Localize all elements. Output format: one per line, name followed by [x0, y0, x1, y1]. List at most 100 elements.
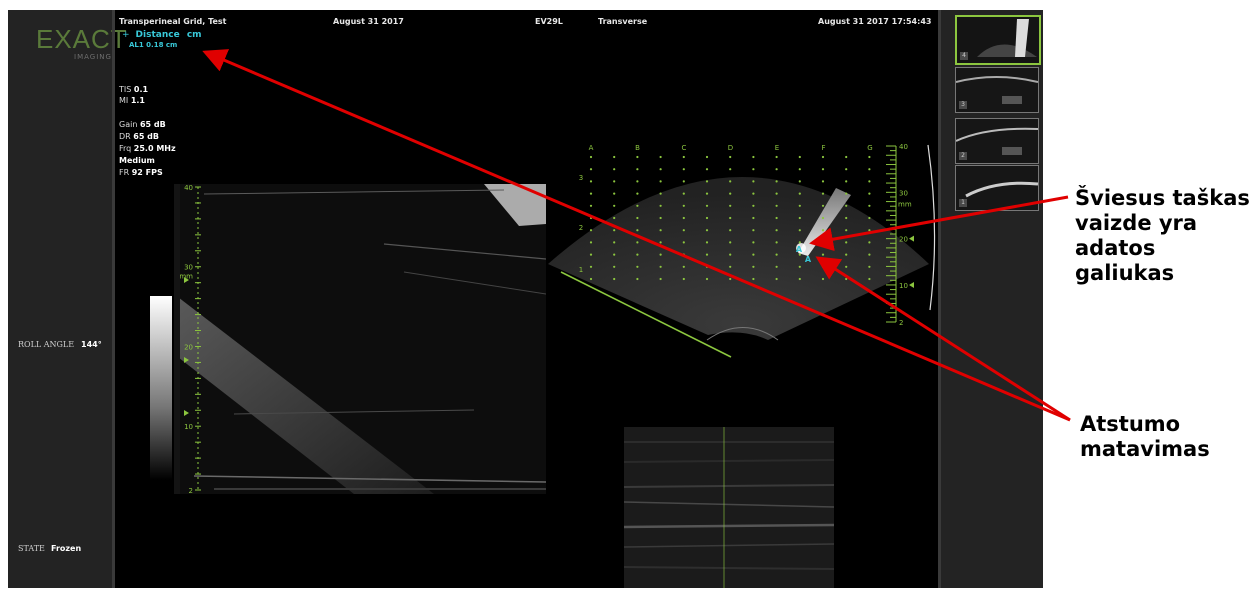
grid-dot: [821, 192, 825, 195]
dr-readout: DR 65 dB: [119, 132, 159, 141]
grid-row-label: 2: [579, 224, 583, 232]
grid-dot: [868, 265, 871, 268]
measure-title-text: Distance: [135, 30, 180, 40]
grid-dot: [798, 180, 801, 183]
plane-name: Transverse: [598, 17, 648, 26]
sector-scale-label: 2: [899, 319, 903, 327]
grid-dot: [589, 155, 593, 159]
grid-dot: [752, 155, 755, 159]
grid-dot: [659, 216, 662, 220]
thumbnail-4-image: [957, 17, 1039, 63]
grid-dot: [705, 229, 709, 232]
grid-dot: [752, 241, 755, 244]
grid-dot: [589, 216, 593, 220]
tis-readout: TIS 0.1: [119, 85, 148, 94]
grid-dot: [589, 229, 593, 232]
grid-dot: [729, 180, 732, 183]
grid-dot: [821, 253, 825, 256]
sector-focus-marker: [909, 281, 914, 288]
thumbnail-3[interactable]: 3: [955, 67, 1039, 113]
grid-column-label: F: [821, 144, 825, 152]
grid-dot: [636, 155, 639, 159]
thumbnail-2-number: 2: [959, 152, 967, 160]
fr-label: FR: [119, 168, 130, 177]
grid-dot: [682, 204, 685, 207]
grid-dot: [705, 180, 709, 183]
needle-tip-callout: Šviesus taškas vaizde yra adatos galiuka…: [1075, 186, 1250, 286]
grid-dot: [752, 253, 755, 256]
callout-line: matavimas: [1080, 437, 1210, 461]
grayscale-bar: [150, 296, 172, 480]
tis-value: 0.1: [133, 85, 149, 94]
grid-dot: [705, 241, 709, 244]
thumbnail-3-image: [956, 68, 1038, 112]
grid-dot: [636, 180, 639, 183]
thumbnail-2[interactable]: 2: [955, 118, 1039, 164]
grid-dot: [729, 204, 732, 207]
mi-readout: MI 1.1: [119, 96, 145, 105]
thumbnail-panel: 4 3 2 1: [941, 10, 1043, 588]
grid-dot: [659, 180, 662, 183]
grid-dot: [659, 229, 662, 232]
grid-dot: [636, 253, 639, 256]
sector-right-curve: [927, 144, 936, 311]
grid-dot: [752, 192, 755, 195]
distance-measurement-value: AL1 0.18 cm: [129, 41, 178, 49]
scale-label: 40: [184, 184, 193, 192]
grid-dot: [868, 277, 871, 281]
scale-label: 30: [184, 264, 193, 272]
distance-measurement-title[interactable]: + Distance cm: [122, 30, 202, 40]
grid-dot: [868, 180, 871, 183]
grid-dot: [613, 180, 616, 183]
thumbnail-4-number: 4: [960, 52, 968, 60]
thumbnail-2-image: [956, 119, 1038, 163]
scale-label: 2: [189, 487, 193, 495]
grid-dot: [775, 192, 778, 195]
grid-dot: [636, 265, 639, 268]
grid-dot: [589, 253, 593, 256]
grid-dot: [705, 204, 709, 207]
grid-dot: [845, 277, 848, 281]
roll-angle-value: 144°: [81, 340, 102, 349]
grid-dot: [659, 241, 662, 244]
fr-value: 92 FPS: [131, 168, 163, 177]
roll-angle-label: ROLL ANGLE: [18, 340, 75, 349]
frq-value: 25.0 MHz: [133, 144, 176, 153]
grid-dot: [868, 155, 871, 159]
longitudinal-depth-scale: 40 30 20 10 2 mm: [179, 184, 201, 495]
thumbnail-4[interactable]: 4: [955, 15, 1041, 65]
grid-dot: [798, 277, 801, 281]
frq-label: Frq: [119, 144, 132, 153]
grid-dot: [682, 265, 685, 268]
grid-dot: [682, 168, 685, 171]
grid-dot: [613, 241, 616, 244]
dr-label: DR: [119, 132, 131, 141]
grid-dot: [589, 277, 593, 281]
grid-dot: [613, 265, 616, 268]
callout-line: vaizde yra: [1075, 211, 1198, 235]
grid-dot: [682, 277, 685, 281]
grid-dot: [729, 168, 732, 171]
mode-value: Medium: [119, 156, 155, 165]
grid-dot: [868, 253, 871, 256]
sector-focus-marker: [909, 235, 914, 242]
grid-dot: [821, 168, 825, 171]
state-value: Frozen: [51, 544, 82, 553]
grid-dot: [845, 229, 848, 232]
grid-dot: [775, 241, 778, 244]
logo-subtitle: IMAGING: [74, 53, 112, 61]
grid-dot: [636, 168, 639, 171]
study-date: August 31 2017: [333, 17, 404, 26]
grid-dot: [775, 168, 778, 171]
grid-dot: [798, 204, 801, 207]
grid-dot: [798, 265, 801, 268]
dr-value: 65 dB: [133, 132, 160, 141]
grid-row-label: 3: [579, 174, 583, 182]
thumbnail-3-number: 3: [959, 101, 967, 109]
sector-scale-label: 20: [899, 236, 908, 244]
grid-dot: [821, 204, 825, 207]
thumbnail-1[interactable]: 1: [955, 165, 1039, 211]
grid-dot: [798, 229, 801, 232]
ultrasound-viewer: EXACT IMAGING ROLL ANGLE 144° STATE Froz…: [8, 10, 1043, 588]
grid-dot: [589, 192, 593, 195]
